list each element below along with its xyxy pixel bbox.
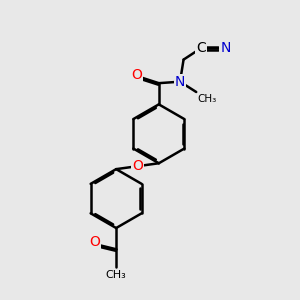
Text: C: C (196, 41, 206, 56)
Text: CH₃: CH₃ (106, 270, 127, 280)
Text: CH₃: CH₃ (198, 94, 217, 104)
Text: O: O (89, 235, 100, 249)
Text: N: N (175, 75, 185, 89)
Text: N: N (220, 41, 231, 56)
Text: O: O (132, 159, 143, 173)
Text: O: O (131, 68, 142, 82)
